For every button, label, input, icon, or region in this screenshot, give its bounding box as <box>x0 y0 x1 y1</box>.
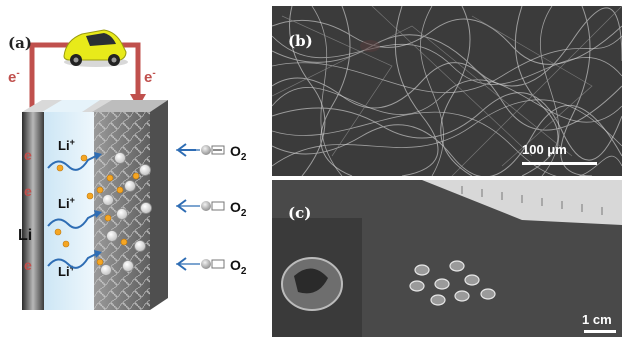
panel-b-label: (b) <box>288 32 313 50</box>
electron-label-right: e- <box>144 68 156 86</box>
fiber-network <box>272 6 622 176</box>
o2-inflow-1: O2 <box>176 143 247 163</box>
photo-scene <box>272 180 622 337</box>
sem-micrograph: (b) 100 μm <box>272 6 622 176</box>
svg-text:O2: O2 <box>230 257 247 277</box>
electron-label-left: e- <box>8 68 20 86</box>
anode-electron: e <box>24 147 32 163</box>
anode-electron: e <box>24 257 32 273</box>
battery-schematic: (a) e- e- e e e Li Li+ Li+ Li+ <box>8 29 247 310</box>
scalebar-label-b: 100 μm <box>522 142 567 157</box>
svg-text:O2: O2 <box>230 199 247 219</box>
scalebar-label-c: 1 cm <box>582 312 612 327</box>
li-ion-row-2: Li+ <box>47 195 102 229</box>
scalebar-line <box>584 330 616 333</box>
li-ion-row-3: Li+ <box>47 250 102 279</box>
droplets <box>409 260 496 306</box>
car-icon <box>63 29 128 67</box>
lithium-label: Li <box>18 227 32 244</box>
lithium-ion-dots <box>54 154 140 266</box>
scalebar-line <box>522 162 597 165</box>
anode-electron: e <box>24 183 32 199</box>
lithium-anode <box>22 112 44 310</box>
photo-droplets: (c) 1 cm <box>272 180 622 337</box>
cell-side <box>150 100 168 310</box>
panel-c-label: (c) <box>288 204 312 222</box>
li-ion-row-1: Li+ <box>47 137 102 171</box>
oxygen-spheres <box>100 152 152 276</box>
o2-inflow-3: O2 <box>176 257 247 277</box>
electrolyte-layer <box>44 112 94 310</box>
svg-text:Li+: Li+ <box>58 195 75 211</box>
svg-text:Li+: Li+ <box>58 137 75 153</box>
panel-a-label: (a) <box>8 34 32 52</box>
o2-inflow-2: O2 <box>176 199 247 219</box>
svg-text:O2: O2 <box>230 143 247 163</box>
